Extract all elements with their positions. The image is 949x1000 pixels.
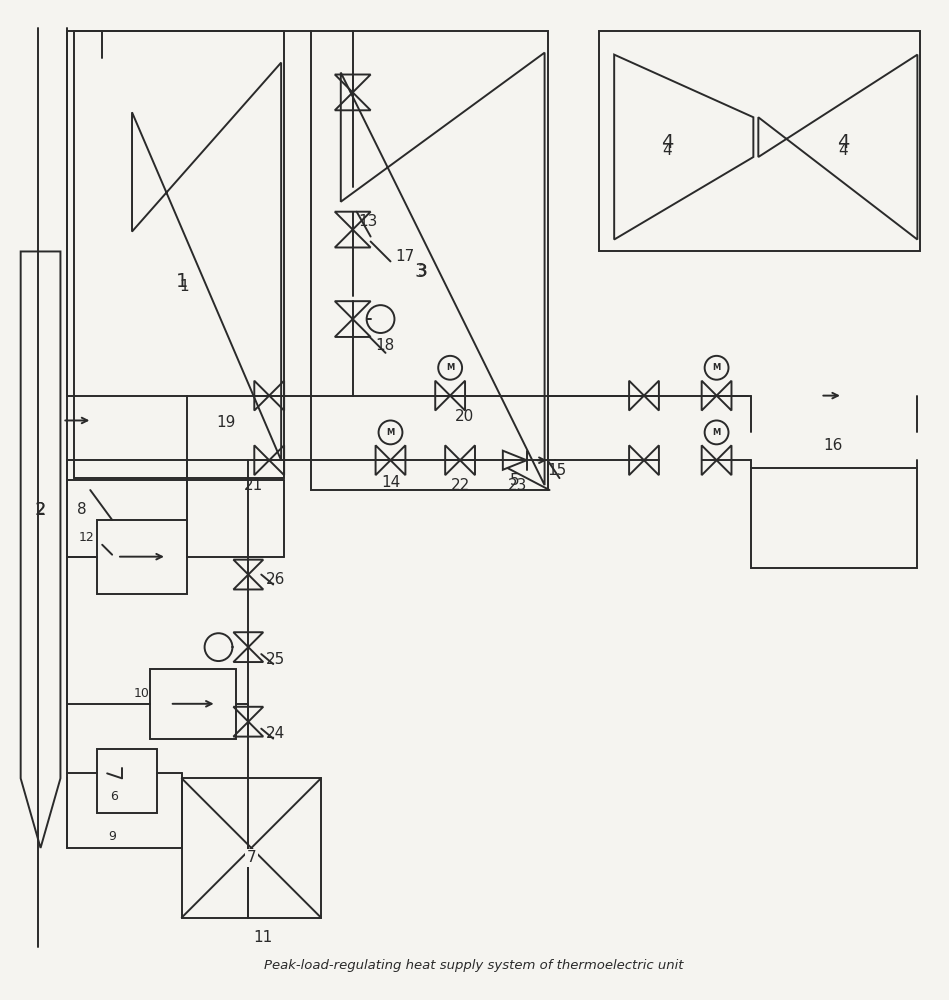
Text: 1: 1: [179, 279, 189, 294]
Text: 3: 3: [414, 262, 426, 281]
Text: M: M: [713, 363, 720, 372]
Text: 5: 5: [510, 473, 519, 488]
Text: 19: 19: [216, 415, 236, 430]
Text: 3: 3: [418, 264, 427, 279]
Text: 12: 12: [79, 531, 94, 544]
Text: M: M: [446, 363, 455, 372]
Bar: [74, 31, 284, 478]
Text: 4: 4: [661, 133, 673, 152]
Text: Peak-load-regulating heat supply system of thermoelectric unit: Peak-load-regulating heat supply system …: [264, 959, 683, 972]
Text: 9: 9: [108, 830, 116, 843]
Text: 6: 6: [110, 790, 118, 803]
Text: 24: 24: [267, 726, 286, 741]
Bar: [599, 31, 921, 251]
Text: 21: 21: [244, 478, 263, 493]
Text: 22: 22: [451, 478, 470, 493]
Text: 4: 4: [662, 143, 672, 158]
Text: 25: 25: [267, 652, 286, 667]
Text: 23: 23: [508, 478, 528, 493]
Text: 14: 14: [381, 475, 400, 490]
Text: M: M: [713, 428, 720, 437]
Text: 2: 2: [35, 501, 47, 519]
Text: 4: 4: [837, 133, 849, 152]
Bar: [150, 669, 236, 739]
Bar: [752, 468, 918, 568]
Bar: [97, 520, 187, 594]
Bar: [181, 778, 321, 918]
Text: 20: 20: [456, 409, 474, 424]
Text: 1: 1: [176, 272, 188, 291]
Text: 7: 7: [247, 850, 256, 865]
Text: 16: 16: [823, 438, 843, 453]
Text: 10: 10: [134, 687, 150, 700]
Text: 17: 17: [396, 249, 415, 264]
Text: 15: 15: [548, 463, 567, 478]
Bar: [311, 31, 548, 490]
Text: 18: 18: [376, 338, 395, 353]
Text: 2: 2: [36, 502, 46, 517]
Text: M: M: [386, 428, 395, 437]
Text: 13: 13: [359, 214, 378, 229]
Text: 8: 8: [77, 502, 87, 517]
Text: 11: 11: [253, 930, 272, 945]
Bar: [97, 749, 157, 813]
Text: 4: 4: [838, 143, 847, 158]
Text: 26: 26: [267, 572, 286, 587]
